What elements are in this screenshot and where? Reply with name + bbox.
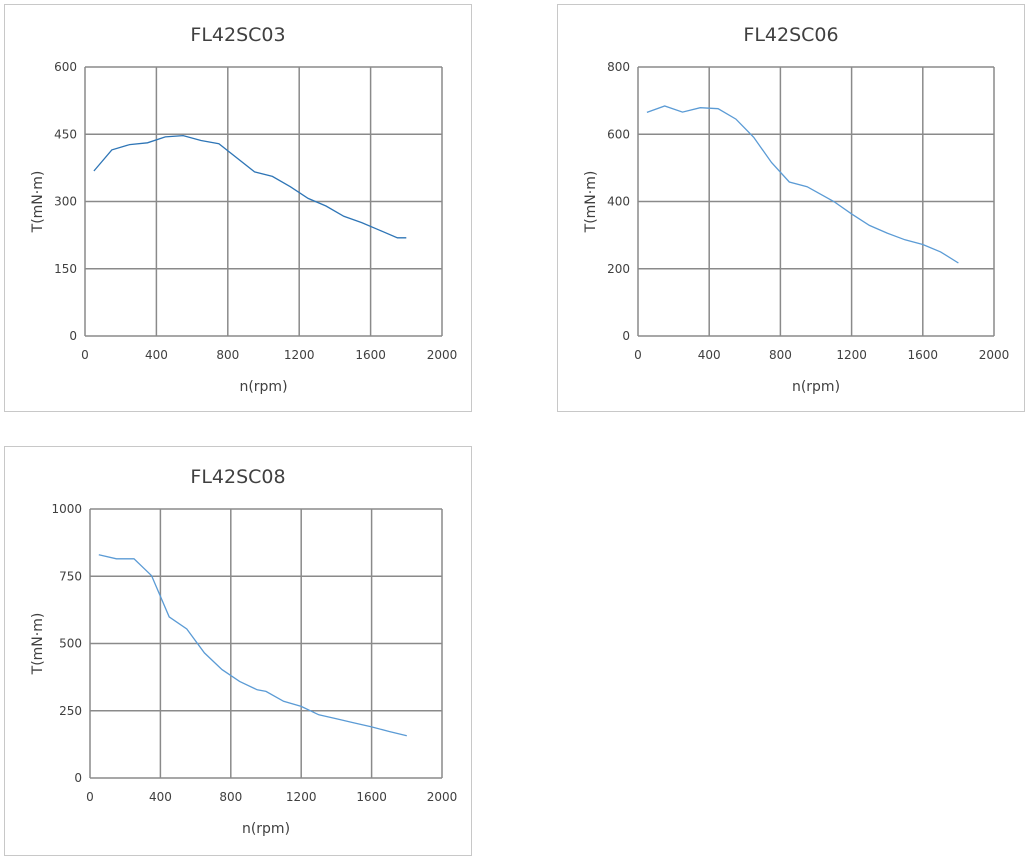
y-tick-label: 0 bbox=[69, 329, 77, 343]
x-tick-label: 1200 bbox=[836, 348, 867, 362]
chart-panel-fl42sc06: FL42SC06 0 400 800 1200 1600 2000 0 200 400 600 800… bbox=[557, 4, 1025, 412]
x-axis-label: n(rpm) bbox=[239, 379, 287, 395]
x-tick-label: 1200 bbox=[284, 348, 315, 362]
x-tick-label: 0 bbox=[86, 790, 94, 804]
y-tick-label: 400 bbox=[607, 195, 630, 209]
chart-fl42sc06: FL42SC06 0 400 800 1200 1600 2000 0 200 400 600 800… bbox=[583, 24, 1010, 395]
torque-curve-line bbox=[98, 554, 407, 737]
x-tick-label: 0 bbox=[81, 348, 89, 362]
y-tick-label: 600 bbox=[607, 127, 630, 141]
y-tick-label: 750 bbox=[59, 569, 82, 583]
x-tick-label: 1200 bbox=[286, 790, 317, 804]
chart-panel-fl42sc08: FL42SC08 0 400 800 1200 1600 2000 0 250 500 750 100… bbox=[4, 446, 472, 856]
y-tick-label: 300 bbox=[54, 195, 77, 209]
x-tick-label: 400 bbox=[698, 348, 721, 362]
y-tick-label: 1000 bbox=[51, 502, 82, 516]
y-tick-label: 600 bbox=[54, 60, 77, 74]
chart-panel-fl42sc03: FL42SC03 0 400 800 1200 1600 2000 0 150 300 450 600… bbox=[4, 4, 472, 412]
y-tick-label: 150 bbox=[54, 262, 77, 276]
x-tick-label: 400 bbox=[145, 348, 168, 362]
y-tick-label: 0 bbox=[622, 329, 630, 343]
x-tick-label: 1600 bbox=[908, 348, 939, 362]
x-tick-label: 800 bbox=[216, 348, 239, 362]
chart-fl42sc03: FL42SC03 0 400 800 1200 1600 2000 0 150 300 450 600… bbox=[30, 24, 458, 395]
x-tick-label: 2000 bbox=[427, 348, 458, 362]
x-tick-label: 2000 bbox=[427, 790, 458, 804]
x-tick-label: 400 bbox=[149, 790, 172, 804]
x-tick-label: 800 bbox=[769, 348, 792, 362]
y-tick-label: 800 bbox=[607, 60, 630, 74]
y-axis-label: T(mN·m) bbox=[583, 171, 599, 234]
torque-curve-line bbox=[646, 105, 959, 264]
chart-title: FL42SC06 bbox=[743, 24, 838, 46]
x-axis-label: n(rpm) bbox=[242, 821, 290, 837]
chart-fl42sc08: FL42SC08 0 400 800 1200 1600 2000 0 250 500 750 100… bbox=[30, 466, 458, 837]
y-axis-label: T(mN·m) bbox=[30, 613, 46, 676]
x-tick-label: 800 bbox=[219, 790, 242, 804]
x-tick-label: 1600 bbox=[355, 348, 386, 362]
y-tick-label: 450 bbox=[54, 127, 77, 141]
y-tick-label: 0 bbox=[74, 771, 82, 785]
x-axis-label: n(rpm) bbox=[792, 379, 840, 395]
x-tick-label: 0 bbox=[634, 348, 642, 362]
x-tick-label: 1600 bbox=[356, 790, 387, 804]
chart-title: FL42SC03 bbox=[190, 24, 285, 46]
y-tick-label: 500 bbox=[59, 637, 82, 651]
y-tick-label: 250 bbox=[59, 704, 82, 718]
y-axis-label: T(mN·m) bbox=[30, 171, 46, 234]
chart-title: FL42SC08 bbox=[190, 466, 285, 488]
torque-curve-line bbox=[93, 134, 407, 239]
x-tick-label: 2000 bbox=[979, 348, 1010, 362]
y-tick-label: 200 bbox=[607, 262, 630, 276]
